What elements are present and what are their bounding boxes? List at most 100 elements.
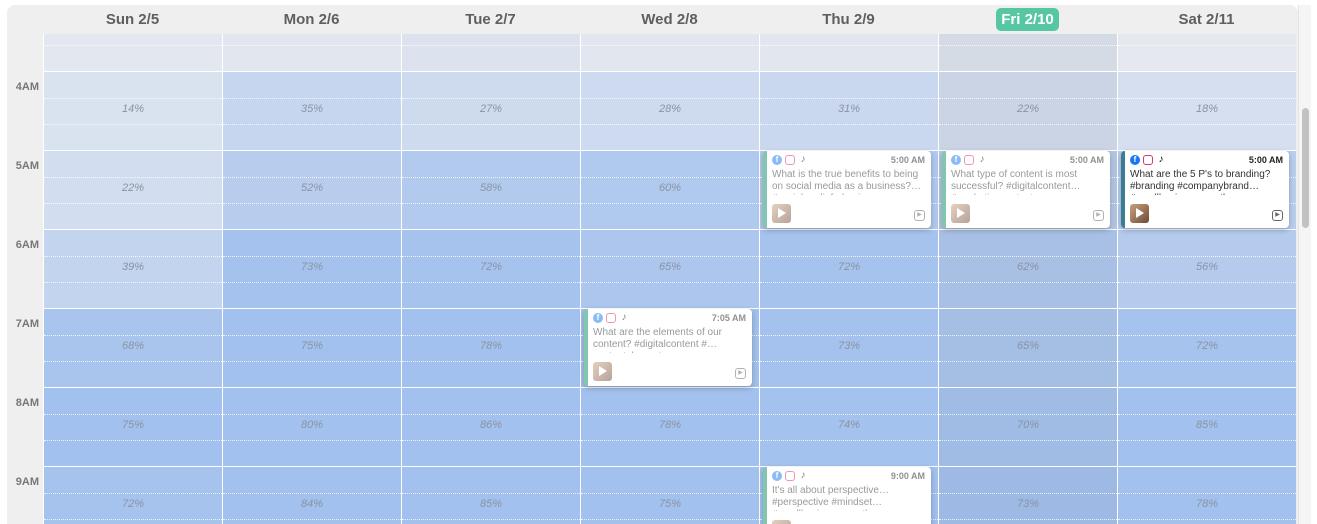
time-slot[interactable]: 39% (43, 229, 222, 308)
engagement-percent: 52% (300, 182, 324, 194)
engagement-percent: 11% (402, 34, 580, 36)
time-slot[interactable]: 73% (222, 229, 401, 308)
time-slot[interactable]: 73% (938, 466, 1117, 524)
time-slot[interactable]: 6% (759, 34, 938, 71)
time-slot[interactable]: 65% (938, 308, 1117, 387)
time-slot[interactable]: 65% (580, 229, 759, 308)
scheduled-post-card[interactable]: f ♪ 5:00 AM What is the true benefits to b… (763, 151, 931, 228)
video-thumbnail[interactable] (772, 204, 791, 223)
time-slot[interactable]: 58% (401, 150, 580, 229)
video-thumbnail[interactable] (1130, 204, 1149, 223)
post-caption: What is the true benefits to being on so… (772, 169, 921, 195)
engagement-percent: 22% (121, 182, 145, 194)
instagram-icon (606, 313, 616, 323)
facebook-icon: f (593, 313, 603, 323)
engagement-percent: 65% (658, 261, 682, 273)
time-slot[interactable]: 72% (1117, 308, 1296, 387)
day-label: Wed 2/8 (641, 11, 698, 28)
time-slot[interactable]: 85% (1117, 387, 1296, 466)
day-header[interactable]: Sun 2/5 (43, 5, 222, 34)
time-slot[interactable]: 22% (938, 71, 1117, 150)
facebook-icon: f (1130, 155, 1140, 165)
scheduled-post-card[interactable]: f ♪ 5:00 AM What type of content is most s… (942, 151, 1110, 228)
time-slot[interactable]: 75% (580, 466, 759, 524)
time-slot[interactable]: 10% (938, 34, 1117, 71)
scrollbar[interactable] (1298, 5, 1311, 524)
engagement-percent: 6% (760, 34, 938, 36)
time-slot[interactable]: 78% (580, 387, 759, 466)
time-slot[interactable]: 31% (759, 71, 938, 150)
time-slot[interactable]: 5% (580, 34, 759, 71)
time-slot[interactable]: 75% (222, 308, 401, 387)
time-slot[interactable]: 80% (222, 387, 401, 466)
engagement-percent: 78% (1195, 498, 1219, 510)
day-header[interactable]: Fri 2/10 (938, 5, 1117, 34)
tiktok-icon: ♪ (979, 154, 985, 165)
time-slot[interactable]: 5% (222, 34, 401, 71)
engagement-percent: 56% (1195, 261, 1219, 273)
time-slot[interactable]: 72% (759, 229, 938, 308)
hour-label: 8AM (15, 397, 39, 409)
time-slot[interactable]: 35% (222, 71, 401, 150)
engagement-percent: 39% (121, 261, 145, 273)
time-slot[interactable]: 75% (43, 387, 222, 466)
time-slot[interactable]: 68% (43, 308, 222, 387)
time-slot[interactable]: 1% (1117, 34, 1296, 71)
time-slot[interactable]: 74% (759, 387, 938, 466)
instagram-icon (1143, 155, 1153, 165)
day-header-row: Sun 2/5 Mon 2/6 Tue 2/7 Wed 2/8 Thu 2/9 Fri 2… (7, 5, 1298, 34)
reel-icon: ▶ (735, 368, 746, 379)
engagement-percent: 85% (479, 498, 503, 510)
scheduled-post-card[interactable]: f ♪ 9:00 AM It's all about perspective… #p… (763, 467, 931, 524)
time-slot[interactable]: 22% (43, 150, 222, 229)
hour-label: 7AM (15, 318, 39, 330)
video-thumbnail[interactable] (772, 520, 791, 524)
day-header[interactable]: Mon 2/6 (222, 5, 401, 34)
engagement-percent: 84% (300, 498, 324, 510)
time-slot[interactable]: 11% (401, 34, 580, 71)
time-slot[interactable]: 60% (580, 150, 759, 229)
engagement-percent: 80% (300, 419, 324, 431)
day-header[interactable]: Thu 2/9 (759, 5, 938, 34)
time-slot[interactable]: 62% (938, 229, 1117, 308)
tiktok-icon: ♪ (621, 312, 627, 323)
instagram-icon (785, 155, 795, 165)
day-header[interactable]: Wed 2/8 (580, 5, 759, 34)
time-slot[interactable]: 52% (222, 150, 401, 229)
scheduled-post-card[interactable]: f ♪ 5:00 AM What are the 5 P's to branding… (1121, 151, 1289, 228)
engagement-percent: 75% (658, 498, 682, 510)
time-slot[interactable]: 70% (938, 387, 1117, 466)
engagement-percent: 86% (479, 419, 503, 431)
day-label: Thu 2/9 (822, 11, 875, 28)
time-slot[interactable]: 72% (43, 466, 222, 524)
day-label: Sat 2/11 (1178, 11, 1235, 28)
engagement-percent: 62% (1016, 261, 1040, 273)
time-slot[interactable]: 78% (1117, 466, 1296, 524)
engagement-percent: 72% (121, 498, 145, 510)
time-slot[interactable]: 85% (401, 466, 580, 524)
scheduled-post-card[interactable]: f ♪ 7:05 AM What are the elements of our c… (584, 309, 752, 386)
video-thumbnail[interactable] (593, 362, 612, 381)
day-header[interactable]: Sat 2/11 (1117, 5, 1296, 34)
time-slot[interactable]: 27% (401, 71, 580, 150)
instagram-icon (964, 155, 974, 165)
day-header[interactable]: Tue 2/7 (401, 5, 580, 34)
time-slot[interactable]: 14% (43, 71, 222, 150)
time-slot[interactable]: 18% (1117, 71, 1296, 150)
time-slot[interactable]: 84% (222, 466, 401, 524)
video-thumbnail[interactable] (951, 204, 970, 223)
engagement-percent: 75% (121, 419, 145, 431)
engagement-percent: 72% (479, 261, 503, 273)
time-slot[interactable]: 3% (43, 34, 222, 71)
scrollbar-thumb[interactable] (1302, 108, 1309, 228)
time-slot[interactable]: 56% (1117, 229, 1296, 308)
time-slot[interactable]: 72% (401, 229, 580, 308)
time-slot[interactable]: 73% (759, 308, 938, 387)
post-caption: What are the 5 P's to branding? #brandin… (1130, 169, 1271, 195)
post-caption: It's all about perspective… #perspective… (772, 485, 889, 511)
time-slot[interactable]: 78% (401, 308, 580, 387)
engagement-percent: 31% (837, 103, 861, 115)
tiktok-icon: ♪ (1158, 154, 1164, 165)
time-slot[interactable]: 28% (580, 71, 759, 150)
time-slot[interactable]: 86% (401, 387, 580, 466)
